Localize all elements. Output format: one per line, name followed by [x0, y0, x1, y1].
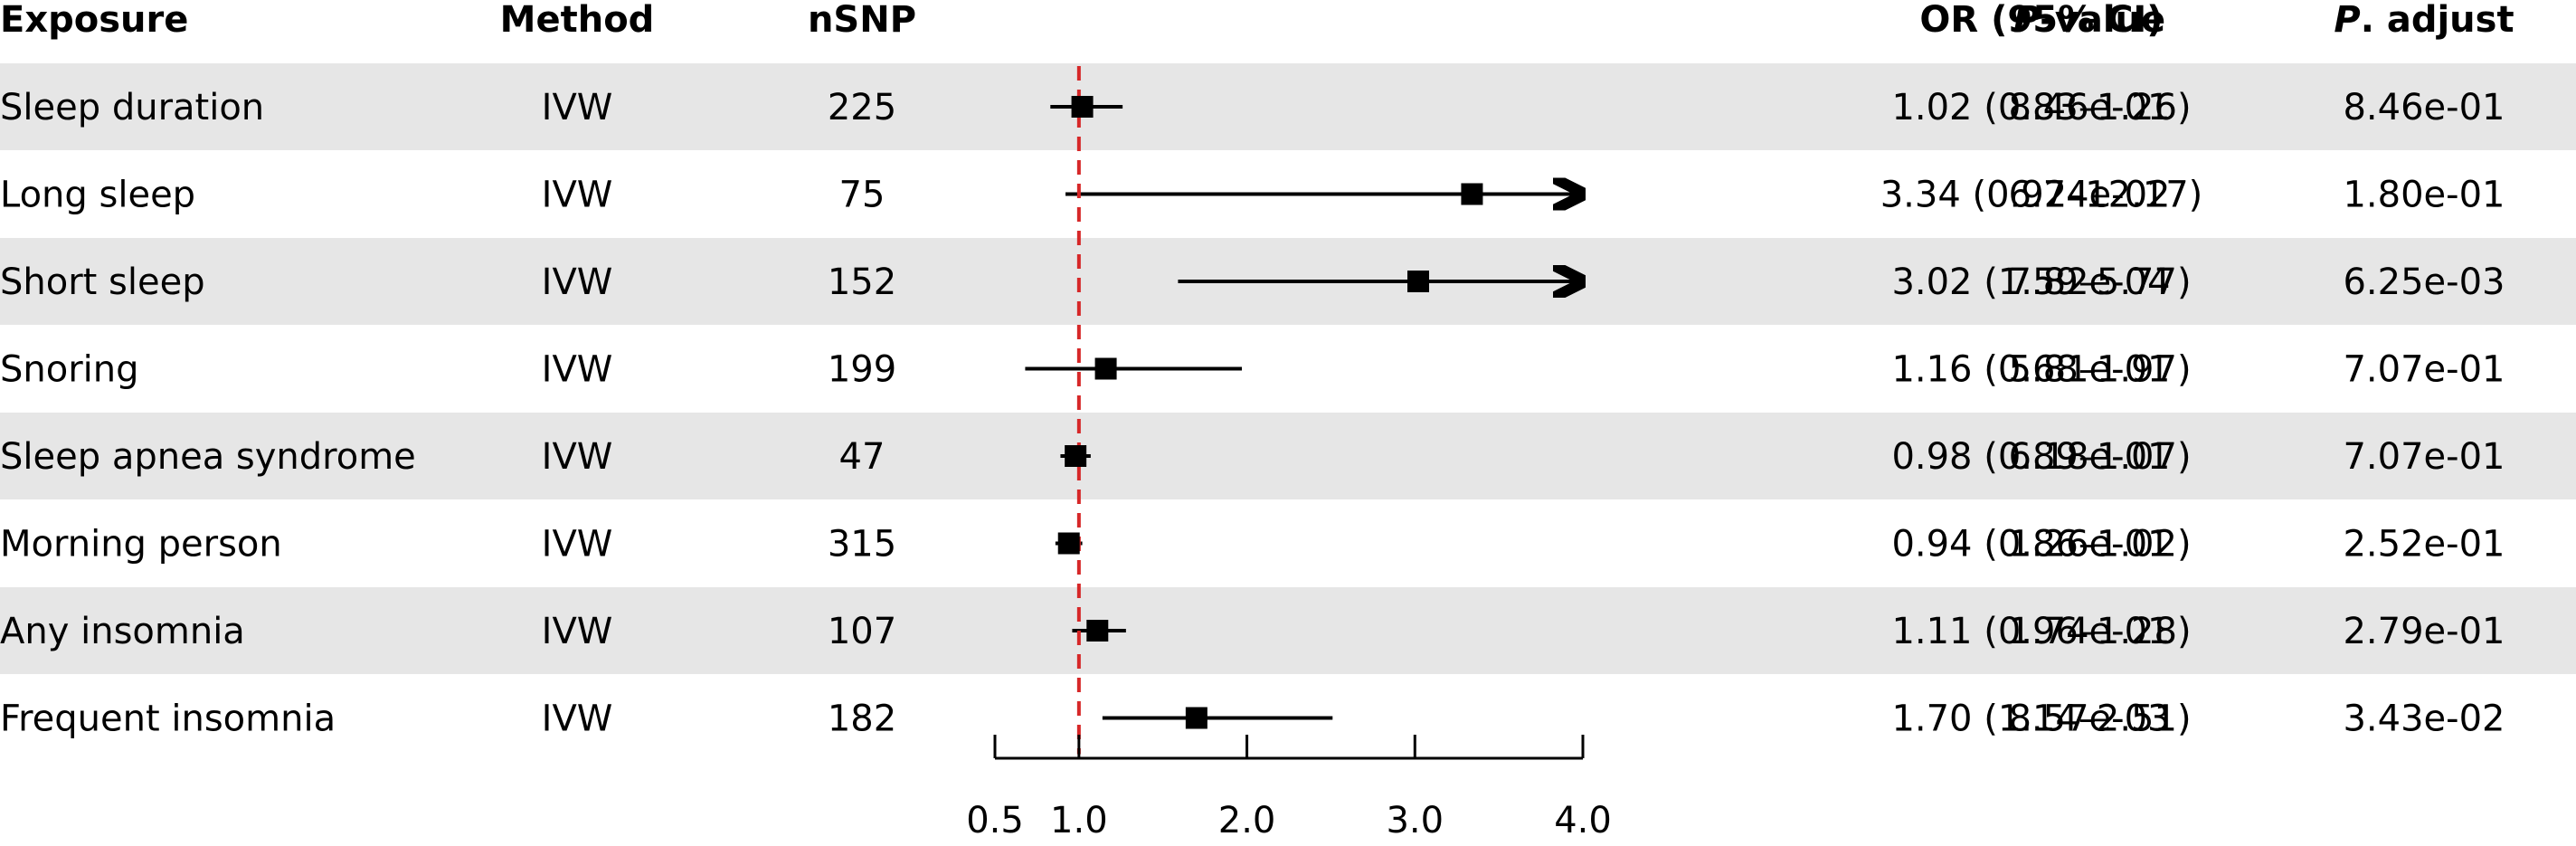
row-exposure: Morning person	[0, 524, 282, 566]
row-exposure: Any insomnia	[0, 611, 245, 652]
row-method: IVW	[542, 261, 613, 303]
row-method: IVW	[542, 524, 613, 566]
header-pvalue: P-value	[2013, 0, 2165, 41]
header-padjust-italic: P	[2334, 0, 2360, 41]
x-axis: 0.5 1.0 2.0 3.0 4.0	[966, 735, 1612, 841]
x-tick-label: 4.0	[1554, 800, 1612, 841]
header-row: Exposure Method nSNP OR (95% CI) P-value…	[0, 0, 2514, 41]
row-pvalue: 6.74e-02	[2008, 175, 2170, 216]
row-exposure: Sleep duration	[0, 87, 264, 128]
point-estimate	[1185, 707, 1208, 729]
row-method: IVW	[542, 175, 613, 216]
header-method: Method	[500, 0, 655, 41]
row-nsnp: 225	[828, 87, 896, 128]
row-pvalue: 8.46e-01	[2008, 87, 2170, 128]
row-or-ci: 3.34 (0.92–12.17)	[1880, 175, 2203, 216]
header-exposure: Exposure	[0, 0, 188, 41]
row-exposure: Short sleep	[0, 261, 205, 303]
header-pvalue-rest: -value	[2040, 0, 2165, 41]
row-or-ci: 1.70 (1.14–2.51)	[1891, 699, 2191, 740]
row-padjust: 6.25e-03	[2343, 261, 2505, 303]
table-row: Sleep duration IVW 225 1.02 (0.83–1.26)8.46…	[0, 87, 2505, 128]
header-padjust: P. adjust	[2334, 0, 2514, 41]
row-or-ci: 3.02 (1.59–5.77)	[1891, 261, 2191, 303]
row-padjust: 8.46e-01	[2343, 87, 2505, 128]
table-row: Short sleep IVW 152 3.02 (1.59–5.77)7.82e-0…	[0, 261, 2505, 303]
row-padjust: 7.07e-01	[2343, 349, 2505, 391]
header-padjust-rest: . adjust	[2361, 0, 2514, 41]
row-shade	[0, 587, 2576, 674]
x-tick-label: 2.0	[1218, 800, 1276, 841]
row-nsnp: 47	[839, 436, 886, 478]
table-row: Frequent insomnia IVW 182 1.70 (1.14–2.51)8…	[0, 699, 2505, 740]
table-row: Long sleep IVW 75 3.34 (0.92–12.17)6.74e-02…	[0, 175, 2505, 216]
point-estimate	[1071, 96, 1094, 118]
table-row: Sleep apnea syndrome IVW 47 0.98 (0.89–1.07…	[0, 436, 2505, 478]
row-pvalue: 5.81e-01	[2008, 349, 2170, 391]
row-shade	[0, 63, 2576, 150]
row-or-ci: 1.02 (0.83–1.26)	[1891, 87, 2191, 128]
row-pvalue: 7.82e-04	[2008, 261, 2170, 303]
row-or-ci: 1.16 (0.68–1.97)	[1891, 349, 2191, 391]
table-row: Morning person IVW 315 0.94 (0.86–1.02)1.26…	[0, 524, 2505, 566]
row-nsnp: 199	[828, 349, 896, 391]
row-exposure: Frequent insomnia	[0, 699, 336, 740]
row-nsnp: 152	[828, 261, 896, 303]
x-tick-label: 3.0	[1386, 800, 1444, 841]
row-pvalue: 8.57e-03	[2008, 699, 2170, 740]
point-estimate	[1057, 532, 1080, 555]
point-estimate	[1086, 620, 1109, 642]
header-nsnp: nSNP	[808, 0, 916, 41]
row-padjust: 1.80e-01	[2343, 175, 2505, 216]
row-nsnp: 182	[828, 699, 896, 740]
row-or-ci: 0.94 (0.86–1.02)	[1891, 524, 2191, 566]
point-estimate	[1094, 357, 1117, 380]
row-padjust: 7.07e-01	[2343, 436, 2505, 478]
row-pvalue: 6.18e-01	[2008, 436, 2170, 478]
header-or: OR (95% CI)	[1919, 0, 2163, 41]
row-padjust: 3.43e-02	[2343, 699, 2505, 740]
x-tick-label: 1.0	[1050, 800, 1108, 841]
point-estimate	[1065, 445, 1087, 467]
row-exposure: Sleep apnea syndrome	[0, 436, 416, 478]
point-estimates	[1057, 96, 1483, 729]
table-rows: Sleep duration IVW 225 1.02 (0.83–1.26)8.46…	[0, 87, 2505, 740]
point-estimate	[1461, 183, 1483, 205]
point-estimate	[1407, 271, 1429, 292]
row-padjust: 2.79e-01	[2343, 611, 2505, 652]
row-exposure: Long sleep	[0, 175, 195, 216]
row-shade	[0, 413, 2576, 499]
row-method: IVW	[542, 436, 613, 478]
row-or-ci: 0.98 (0.89–1.07)	[1891, 436, 2191, 478]
row-nsnp: 315	[828, 524, 896, 566]
row-padjust: 2.52e-01	[2343, 524, 2505, 566]
row-method: IVW	[542, 611, 613, 652]
row-method: IVW	[542, 699, 613, 740]
row-nsnp: 75	[839, 175, 886, 216]
row-exposure: Snoring	[0, 349, 139, 391]
row-or-ci: 1.11 (0.96–1.28)	[1891, 611, 2191, 652]
row-method: IVW	[542, 349, 613, 391]
row-pvalue: 1.74e-01	[2008, 611, 2170, 652]
header-pvalue-italic: P	[2013, 0, 2040, 41]
x-tick-label: 0.5	[966, 800, 1024, 841]
row-method: IVW	[542, 87, 613, 128]
table-row: Snoring IVW 199 1.16 (0.68–1.97)5.81e-01 7.0…	[0, 349, 2505, 391]
row-pvalue: 1.26e-01	[2008, 524, 2170, 566]
table-row: Any insomnia IVW 107 1.11 (0.96–1.28)1.74e-…	[0, 611, 2505, 652]
row-nsnp: 107	[828, 611, 896, 652]
